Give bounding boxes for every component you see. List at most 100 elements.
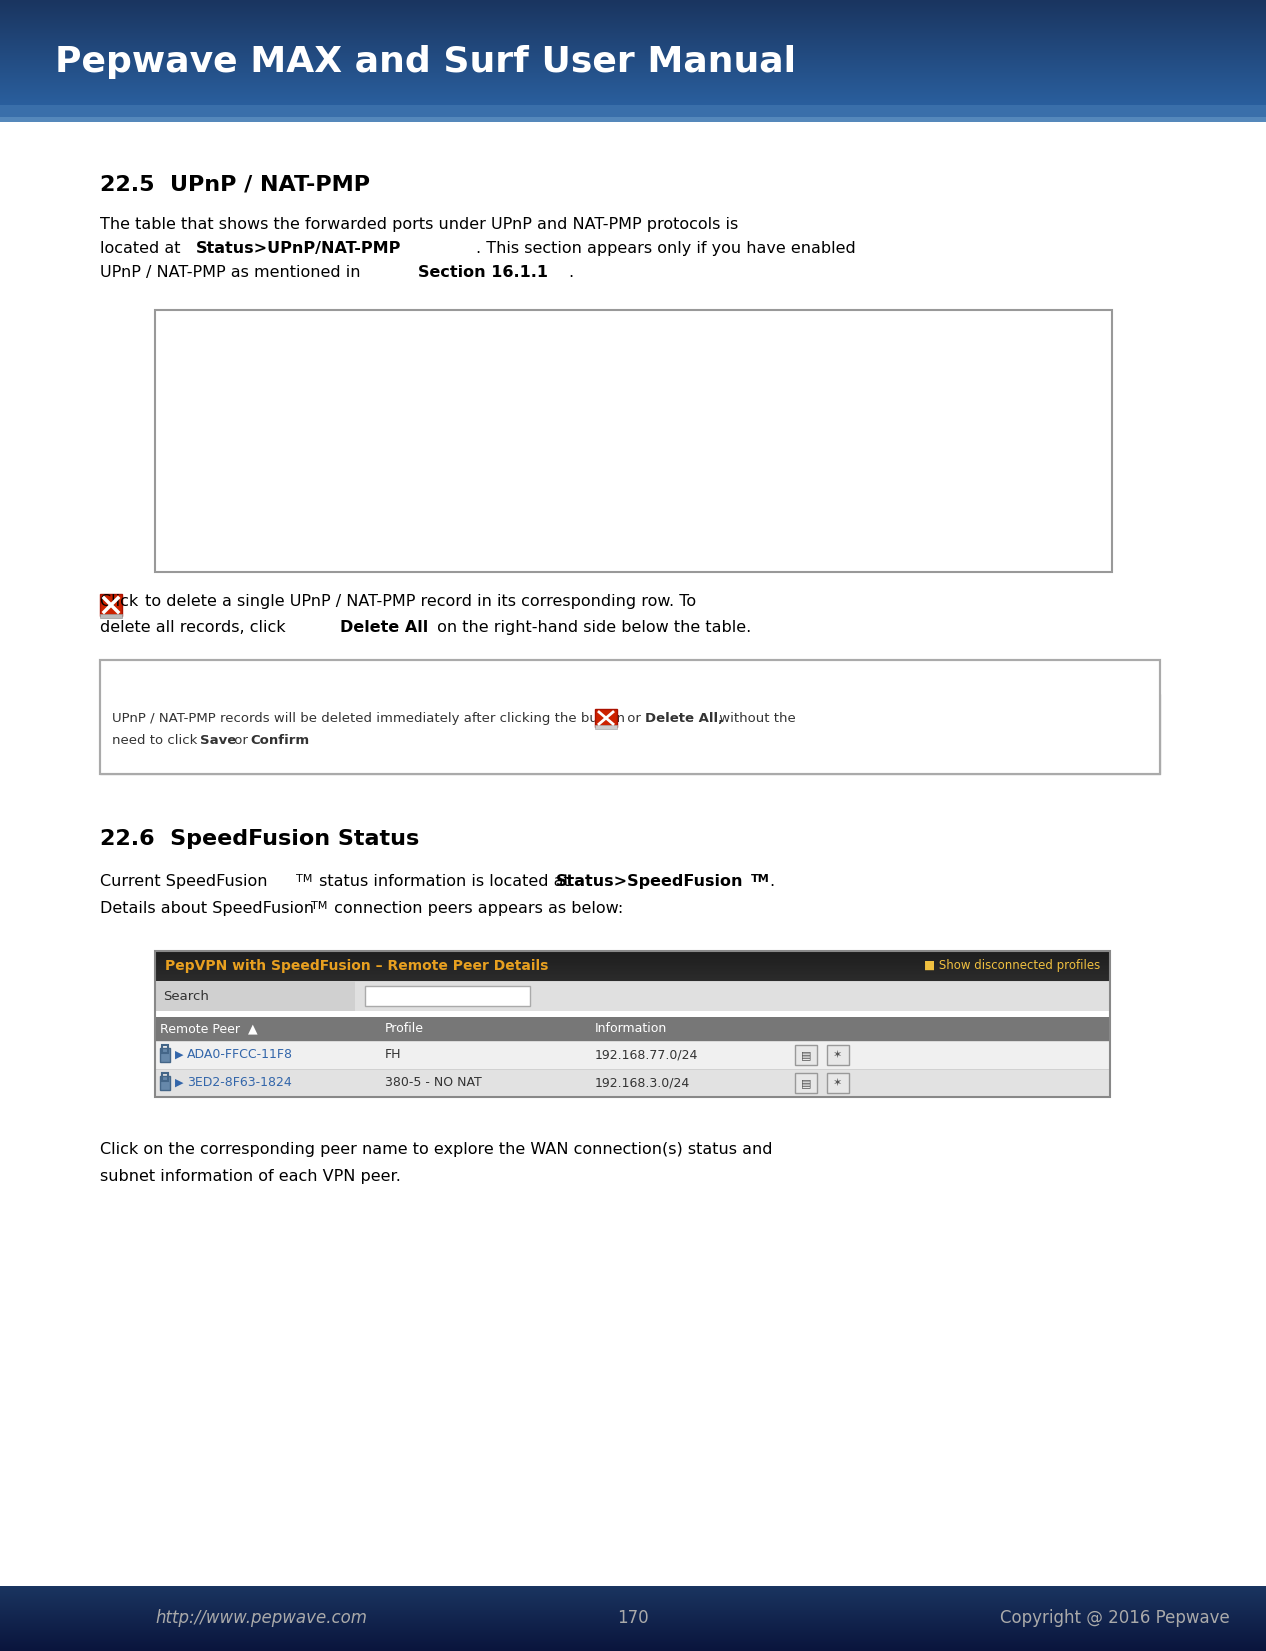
Bar [820,428,838,446]
Text: Description: Description [670,347,742,360]
Text: 192.168.77.0/24: 192.168.77.0/24 [595,1048,699,1062]
Text: Application 013: Application 013 [670,429,775,442]
Text: UDP: UDP [575,485,603,499]
Text: 3560: 3560 [249,429,284,442]
Bar [820,456,838,472]
Bar [1025,542,1104,565]
Bar [100,660,1160,774]
Bar [0,117,1266,122]
Bar [154,451,1112,479]
Text: Click on the corresponding peer name to explore the WAN connection(s) status and: Click on the corresponding peer name to … [100,1142,772,1157]
Text: Delete All,: Delete All, [644,712,723,725]
Text: 192.168.1.40: 192.168.1.40 [335,513,423,527]
Text: 4500: 4500 [160,429,194,442]
Text: UPnP / NAT-PMP records will be deleted immediately after clicking the button: UPnP / NAT-PMP records will be deleted i… [111,712,625,725]
Text: Internal: Internal [249,347,298,360]
Text: Type: Type [485,347,514,360]
Text: TM: TM [751,873,770,883]
Text: UPnP / NAT-PMP as mentioned in: UPnP / NAT-PMP as mentioned in [100,266,366,281]
Text: UPnP: UPnP [485,429,519,442]
Text: ✶: ✶ [833,1050,843,1060]
Text: ▶: ▶ [175,1050,184,1060]
Text: UPnP: UPnP [485,373,519,386]
Bar [0,0,1266,106]
Text: NAT-PMP 58: NAT-PMP 58 [670,401,748,414]
Text: 8943: 8943 [249,485,284,499]
Text: need to click: need to click [111,735,201,746]
Text: Details about SpeedFusion: Details about SpeedFusion [100,901,314,916]
Text: 2388: 2388 [160,513,194,527]
Bar [795,1045,817,1065]
Bar [154,981,1110,1010]
Bar [154,340,1112,367]
Text: 192.168.1.70: 192.168.1.70 [335,485,423,499]
Bar [154,505,1112,533]
Text: connection peers appears as below:: connection peers appears as below: [329,901,623,916]
Text: 11265: 11265 [249,401,292,414]
Text: PepVPN with SpeedFusion – Remote Peer Details: PepVPN with SpeedFusion – Remote Peer De… [165,959,548,972]
Bar [154,1010,1110,1017]
Text: 170: 170 [618,1610,648,1626]
Text: Confirm: Confirm [249,735,309,746]
Bar [160,1048,170,1062]
Bar [100,614,122,617]
Text: Important Note: Important Note [558,669,703,687]
Text: 22.6  SpeedFusion Status: 22.6 SpeedFusion Status [100,829,419,849]
Bar [154,951,1110,1096]
Text: Status>SpeedFusion: Status>SpeedFusion [556,873,743,888]
Text: UDP: UDP [575,373,603,386]
Text: NAT-PMP 97: NAT-PMP 97 [670,485,748,499]
Bar [154,310,1112,571]
Text: .: . [568,266,573,281]
Bar [100,660,1160,774]
Text: The table that shows the forwarded ports under UPnP and NAT-PMP protocols is: The table that shows the forwarded ports… [100,216,738,233]
Text: Click: Click [100,594,143,609]
Bar [795,1073,817,1093]
Bar [154,1042,1110,1068]
Bar [100,693,1160,774]
Text: http://www.pepwave.com: http://www.pepwave.com [154,1610,367,1626]
Bar [100,660,1160,693]
Text: TM: TM [296,873,313,883]
Text: ADA0-FFCC-11F8: ADA0-FFCC-11F8 [187,1048,292,1062]
Text: ■ Show disconnected profiles: ■ Show disconnected profiles [924,959,1100,972]
Bar [154,1068,1110,1096]
Text: 192.168.1.100: 192.168.1.100 [335,373,432,386]
Text: FH: FH [385,1048,401,1062]
Text: TCP: TCP [575,429,600,442]
Bar [365,986,530,1005]
Text: UPnP: UPnP [485,513,519,527]
Bar [154,1017,1110,1042]
Text: Information: Information [595,1022,667,1035]
Bar [820,400,838,418]
Text: Search: Search [163,989,209,1002]
Text: 192.168.1.30: 192.168.1.30 [335,457,423,471]
Bar [154,533,1112,571]
Text: 3ED2-8F63-1824: 3ED2-8F63-1824 [187,1076,291,1090]
Text: .: . [305,735,309,746]
Bar [595,725,617,730]
Bar [162,1073,168,1081]
Text: Delete All: Delete All [341,621,428,636]
Text: 192.168.1.20: 192.168.1.20 [335,429,423,442]
Text: Save: Save [200,735,237,746]
Text: subnet information of each VPN peer.: subnet information of each VPN peer. [100,1169,401,1184]
Text: on the right-hand side below the table.: on the right-hand side below the table. [432,621,751,636]
Bar [820,371,838,390]
Text: Delete All: Delete All [1034,546,1095,560]
Text: or: or [623,712,646,725]
Bar [0,1587,1266,1651]
Bar [154,981,354,1010]
Text: Protocol: Protocol [575,347,625,360]
Bar [827,1045,849,1065]
Text: Forwarded Ports: Forwarded Ports [165,317,303,332]
Text: or: or [230,735,252,746]
Text: 5921: 5921 [160,457,194,471]
Text: ▤: ▤ [801,1078,812,1088]
Text: Application 047: Application 047 [670,457,775,471]
Bar [154,395,1112,423]
Text: ▤: ▤ [801,1050,812,1060]
Text: Remote Peer  ▲: Remote Peer ▲ [160,1022,257,1035]
Text: 22409: 22409 [160,485,203,499]
Text: 35892: 35892 [160,401,203,414]
